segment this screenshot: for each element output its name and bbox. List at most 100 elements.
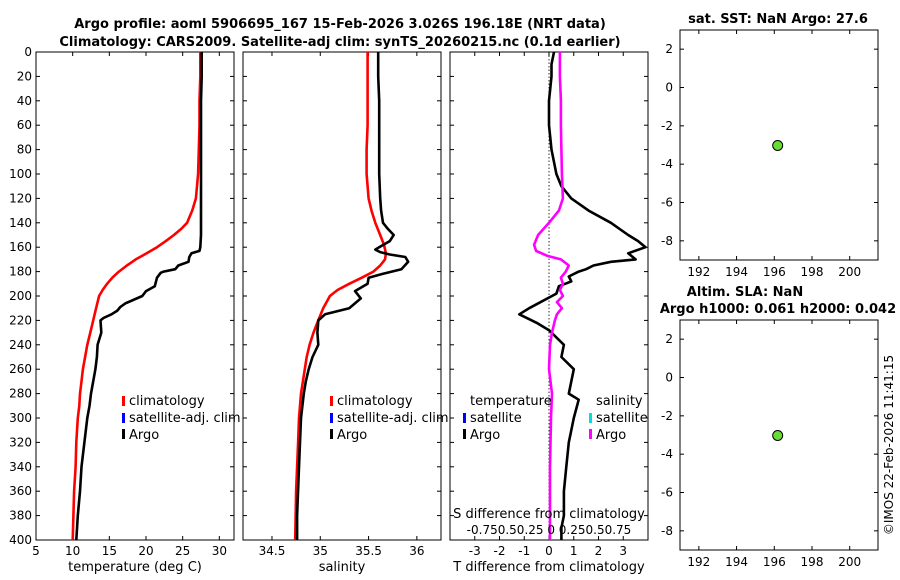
legend-s-satellite-label: satellite [596, 411, 648, 426]
temperature-xlabel: temperature (deg C) [68, 560, 202, 575]
y-tick-label: -8 [661, 524, 673, 538]
x-tick-label: -1 [518, 544, 530, 558]
x-tick-label: -2 [494, 544, 506, 558]
series-line-argo [295, 52, 410, 540]
legend-climatology-swatch [330, 396, 333, 406]
x-tick-label: 15 [102, 544, 117, 558]
x-tick-label: 198 [801, 265, 824, 279]
x-tick-label: 25 [175, 544, 190, 558]
x-tick-label: 36 [409, 544, 424, 558]
x-tick-label: 5 [32, 544, 40, 558]
x-tick-label: 3 [619, 544, 627, 558]
y-tick-label: -2 [661, 409, 673, 423]
s-difference-xlabel: S difference from climatology [453, 507, 645, 522]
y-tick-label: 40 [17, 94, 32, 108]
y-tick-label: 280 [9, 387, 32, 401]
y-tick-label: 140 [9, 216, 32, 230]
sst-axis-ticks: 192 194 196 198 200 2 0 -2 -4 -6 -8 [661, 30, 878, 279]
x-tick-label: 35 [313, 544, 328, 558]
y-tick-label: -4 [661, 447, 673, 461]
legend-argo-swatch [122, 429, 125, 439]
argo-location-point [772, 429, 784, 441]
y-tick-label: 0 [24, 45, 32, 59]
x-tick-label: 30 [212, 544, 227, 558]
salinity-lines [293, 52, 410, 541]
s-difference-ticks: -0.750.50.25 0 0.250.50.75 [467, 523, 632, 537]
sst-title: sat. SST: NaN Argo: 27.6 [688, 12, 868, 27]
y-tick-label: 340 [9, 460, 32, 474]
y-tick-label: 160 [9, 240, 32, 254]
argo-location-point [772, 139, 784, 151]
temperature-legend: climatology satellite-adj. clim Argo [122, 394, 241, 443]
y-tick-label: 2 [665, 332, 673, 346]
y-tick-label: 300 [9, 411, 32, 425]
legend-t-satellite-label: satellite [470, 411, 522, 426]
sla-axis-ticks: 192 194 196 198 200 2 0 -2 -4 -6 -8 [661, 320, 878, 569]
y-tick-label: 400 [9, 533, 32, 547]
sst-points [772, 139, 784, 151]
y-tick-label: 180 [9, 265, 32, 279]
title-line-2: Climatology: CARS2009. Satellite-adj cli… [59, 35, 620, 50]
legend-climatology-label: climatology [337, 394, 413, 409]
legend-argo-label: Argo [129, 428, 159, 443]
credit-label: ©IMOS 22-Feb-2026 11:41:15 [882, 355, 896, 535]
legend-satellite-swatch [330, 413, 333, 423]
y-tick-label: 240 [9, 338, 32, 352]
x-tick-label: 2 [595, 544, 603, 558]
x-tick-label: 192 [687, 265, 710, 279]
y-tick-label: 0 [665, 81, 673, 95]
y-tick-label: 200 [9, 289, 32, 303]
y-tick-label: -2 [661, 119, 673, 133]
legend-satellite-swatch [122, 413, 125, 423]
y-tick-label: -4 [661, 157, 673, 171]
legend-s-satellite-swatch [589, 413, 592, 423]
legend-climatology-swatch [122, 396, 125, 406]
y-tick-label: -6 [661, 486, 673, 500]
y-tick-label: 320 [9, 435, 32, 449]
legend-satellite-label: satellite-adj. clim [129, 411, 241, 426]
legend-s-argo-swatch [589, 429, 592, 439]
difference-legend: temperature salinity satellite Argo sate… [463, 394, 648, 443]
title-line-1: Argo profile: aoml 5906695_167 15-Feb-20… [74, 17, 606, 32]
t-difference-xlabel: T difference from climatology [452, 560, 645, 575]
y-tick-label: 260 [9, 362, 32, 376]
y-tick-label: 2 [665, 42, 673, 56]
legend-satellite-label: satellite-adj. clim [337, 411, 449, 426]
legend-s-argo-label: Argo [596, 428, 626, 443]
salinity-panel: 34.5 35 35.5 36 salinity climatology satell… [242, 51, 449, 575]
series-line-argo [75, 52, 203, 541]
sla-map-panel: Altim. SLA: NaN Argo h1000: 0.061 h2000:… [660, 285, 896, 569]
y-tick-label: 20 [17, 69, 32, 83]
salinity-axes-box [242, 51, 442, 541]
y-tick-label: 100 [9, 167, 32, 181]
legend-t-argo-swatch [463, 429, 466, 439]
x-tick-label: 34.5 [259, 544, 286, 558]
x-tick-label: 200 [838, 265, 861, 279]
legend-temperature-title: temperature [470, 394, 552, 409]
x-tick-label: 35.5 [355, 544, 382, 558]
x-tick-label: 20 [138, 544, 153, 558]
x-tick-label: 196 [763, 555, 786, 569]
temperature-lines [71, 52, 203, 541]
y-tick-label: 220 [9, 313, 32, 327]
x-tick-label: 1 [570, 544, 578, 558]
x-tick-label: 10 [65, 544, 80, 558]
series-line-t-diff-argo [517, 51, 647, 540]
x-tick-label: 198 [801, 555, 824, 569]
y-tick-label: 0 [665, 371, 673, 385]
salinity-axis-ticks: 34.5 35 35.5 36 [243, 51, 441, 558]
series-line-s-diff-argo [532, 52, 571, 540]
y-tick-label: 360 [9, 484, 32, 498]
legend-t-satellite-swatch [463, 413, 466, 423]
y-tick-label: -8 [661, 234, 673, 248]
y-tick-label: 380 [9, 509, 32, 523]
x-tick-label: 192 [687, 555, 710, 569]
depth-axis-ticks: 0 20 40 60 80 100 120 140 160 180 200 220 240 260 280 3… [9, 45, 234, 547]
difference-lines [517, 51, 647, 540]
x-tick-label: 200 [838, 555, 861, 569]
legend-argo-label: Argo [337, 428, 367, 443]
x-tick-label: 194 [725, 555, 748, 569]
x-tick-label: -3 [469, 544, 481, 558]
temperature-axis-ticks: 5 10 15 20 25 30 [32, 52, 227, 558]
